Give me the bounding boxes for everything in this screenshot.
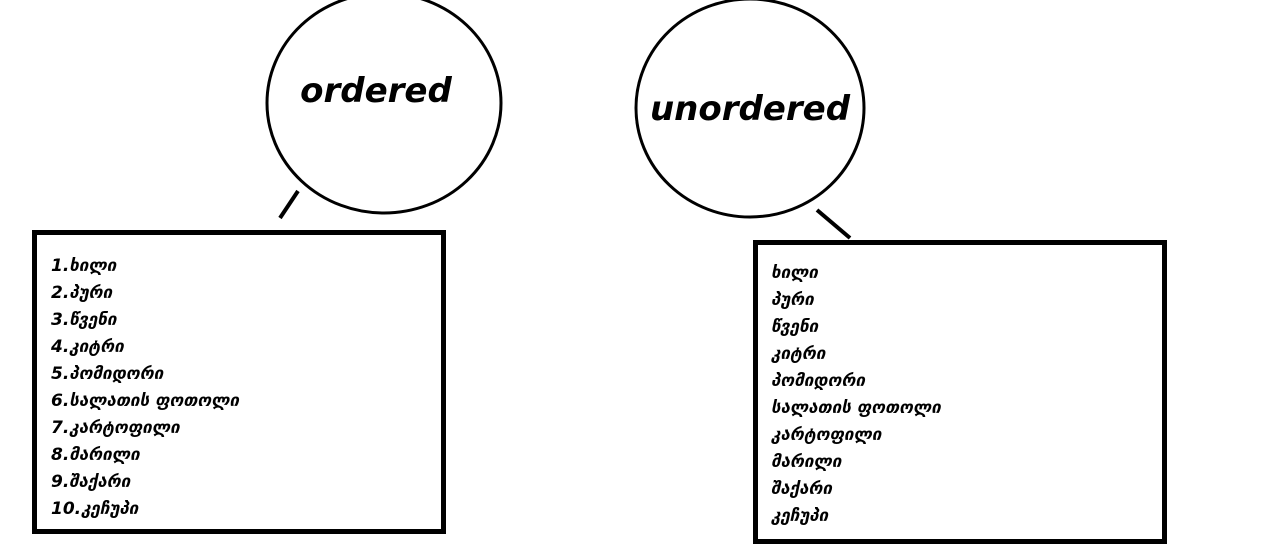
unordered-list-box: ხილი პური წვენი კიტრი პომიდორი სალათის ფ… <box>753 240 1167 544</box>
unordered-list-item: კეჩუპი <box>771 506 829 526</box>
ordered-list-item: 2.პური <box>51 283 113 303</box>
unordered-list: ხილი პური წვენი კიტრი პომიდორი სალათის ფ… <box>771 260 941 530</box>
unordered-list-item: სალათის ფოთოლი <box>771 398 941 418</box>
ordered-list-item: 3.წვენი <box>51 310 117 330</box>
unordered-list-item: კარტოფილი <box>771 425 882 445</box>
unordered-list-item: პური <box>771 290 814 310</box>
unordered-list-item: მარილი <box>771 452 842 472</box>
unordered-list-item: ხილი <box>771 263 818 283</box>
ordered-list-item: 9.შაქარი <box>51 472 131 492</box>
unordered-list-item: კიტრი <box>771 344 826 364</box>
ordered-bubble <box>265 0 503 215</box>
ordered-list-box: 1.ხილი 2.პური 3.წვენი 4.კიტრი 5.პომიდორი… <box>32 230 446 534</box>
ordered-list-item: 7.კარტოფილი <box>51 418 180 438</box>
ordered-list-item: 8.მარილი <box>51 445 140 465</box>
ordered-list-item: 5.პომიდორი <box>51 364 164 384</box>
ordered-list-item: 4.კიტრი <box>51 337 124 357</box>
ordered-list: 1.ხილი 2.პური 3.წვენი 4.კიტრი 5.პომიდორი… <box>51 253 239 523</box>
ordered-title: ordered <box>300 71 452 111</box>
unordered-list-item: პომიდორი <box>771 371 866 391</box>
ordered-list-item: 10.კეჩუპი <box>51 499 139 519</box>
unordered-title: unordered <box>649 89 851 129</box>
unordered-bubble <box>634 0 866 219</box>
unordered-list-item: შაქარი <box>771 479 833 499</box>
unordered-connector <box>815 208 852 240</box>
ordered-list-item: 1.ხილი <box>51 256 117 276</box>
ordered-list-item: 6.სალათის ფოთოლი <box>51 391 240 411</box>
ordered-connector <box>278 189 300 220</box>
unordered-list-item: წვენი <box>771 317 819 337</box>
